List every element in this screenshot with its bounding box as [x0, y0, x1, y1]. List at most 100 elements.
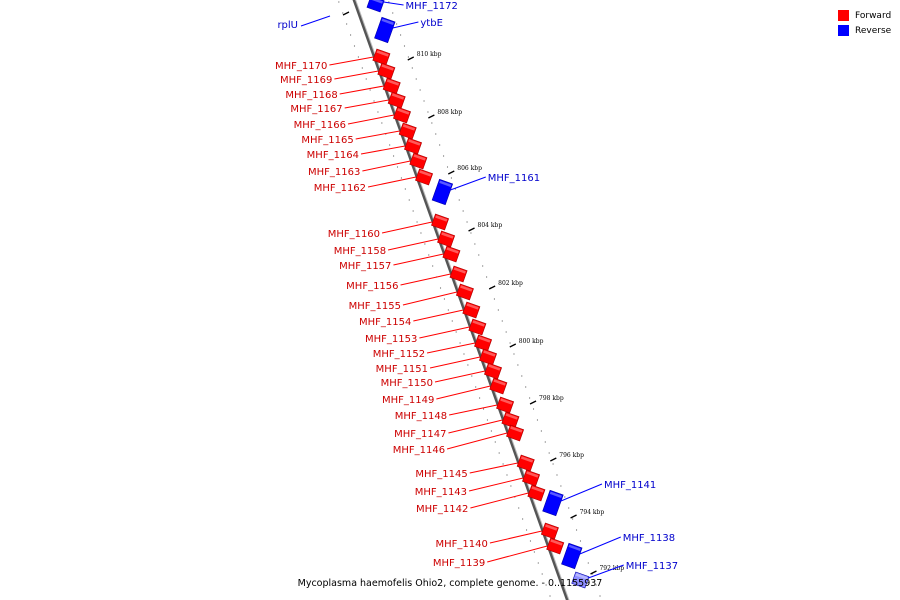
forward-gene [387, 91, 406, 109]
leader-line [334, 70, 379, 80]
gene-label: MHF_1148 [395, 411, 447, 422]
forward-gene [479, 348, 498, 366]
gene-label: MHF_1158 [334, 246, 386, 257]
reverse-gene [431, 178, 454, 206]
gene-label: MHF_1156 [346, 281, 398, 292]
dot-left [338, 1, 340, 3]
leader-line [393, 253, 444, 266]
dot-left [416, 221, 418, 223]
leader-line [446, 432, 508, 450]
leader-line [400, 273, 451, 286]
dot-left [533, 551, 535, 553]
leader-line [487, 545, 548, 563]
gene-label: MHF_1140 [436, 539, 488, 550]
dot-right [552, 463, 554, 465]
tick-mark [447, 170, 455, 175]
gene-label: MHF_1142 [416, 504, 468, 515]
gene-label: MHF_1153 [365, 334, 417, 345]
leader-line [560, 483, 603, 502]
forward-gene [404, 137, 423, 155]
gene-label: MHF_1161 [488, 173, 540, 184]
dot-right [407, 56, 409, 58]
dot-left [443, 298, 446, 300]
dot-left [471, 375, 473, 377]
forward-gene [501, 411, 520, 429]
dot-right [442, 155, 445, 157]
gene-label: MHF_1165 [301, 135, 353, 146]
leader-line [362, 160, 411, 172]
dot-left [451, 320, 453, 322]
dot-right [450, 177, 453, 179]
dot-left [494, 441, 496, 443]
gene-label: MHF_1146 [393, 445, 445, 456]
dot-right [501, 320, 503, 322]
tick-mark [407, 56, 415, 61]
dot-left [455, 331, 457, 333]
dot-right [458, 199, 460, 201]
tick-label: 792 kbp [599, 565, 624, 572]
gene-label: MHF_1170 [275, 61, 327, 72]
dot-right [486, 276, 488, 278]
dot-left [522, 518, 524, 520]
leader-line [344, 99, 389, 109]
dot-left [486, 419, 489, 421]
dot-left [373, 100, 375, 102]
leader-line [300, 15, 331, 27]
dot-left [408, 199, 410, 201]
dot-right [529, 397, 531, 399]
gene-features [366, 0, 590, 589]
dot-left [482, 408, 485, 410]
map-caption: Mycoplasma haemofelis Ohio2, complete ge… [297, 578, 603, 589]
dot-left [342, 12, 344, 14]
gene-label: MHF_1154 [359, 317, 411, 328]
forward-gene [484, 362, 503, 380]
gene-label: MHF_1137 [626, 561, 678, 572]
leader-line [468, 477, 524, 492]
dot-left [459, 342, 461, 344]
gene-label: MHF_1151 [376, 364, 428, 375]
tick-label: 798 kbp [539, 395, 564, 402]
forward-gene [474, 334, 493, 352]
reverse-swatch [838, 25, 849, 36]
tick-label: 806 kbp [457, 165, 482, 172]
legend-forward: Forward [838, 8, 891, 23]
axis-highlight [355, 0, 570, 600]
legend-reverse-label: Reverse [855, 25, 892, 36]
leader-line [347, 114, 395, 125]
dot-right [575, 529, 578, 531]
dot-right [587, 562, 589, 564]
dot-left [369, 89, 371, 91]
dot-right [419, 89, 421, 91]
leader-line [426, 342, 476, 354]
dot-right [439, 144, 441, 146]
dot-right [423, 100, 425, 102]
gene-label: MHF_1141 [604, 480, 656, 491]
forward-gene [527, 484, 546, 502]
gene-label: MHF_1167 [290, 104, 342, 115]
dot-right [403, 45, 406, 47]
dot-left [349, 34, 352, 36]
dot-left [357, 56, 359, 58]
dot-right [521, 375, 523, 377]
leader-line [579, 536, 621, 555]
gene-label: MHF_1143 [415, 487, 467, 498]
forward-gene [372, 48, 391, 66]
dot-left [447, 309, 449, 311]
dot-left [377, 111, 379, 113]
dot-right [399, 34, 402, 36]
dot-left [392, 155, 395, 157]
tick-label: 808 kbp [437, 109, 462, 116]
gene-label: MHF_1164 [307, 150, 359, 161]
dot-right [540, 430, 542, 432]
gene-label: MHF_1169 [280, 75, 332, 86]
tick-mark [488, 285, 496, 290]
reverse-gene [542, 489, 564, 517]
genome-axis [352, 0, 570, 600]
reverse-gene [374, 16, 396, 44]
tick-mark [570, 514, 577, 519]
dot-right [595, 584, 597, 586]
dot-right [470, 232, 472, 234]
dot-right [478, 254, 480, 256]
dot-right [396, 23, 398, 25]
dot-right [568, 507, 570, 509]
